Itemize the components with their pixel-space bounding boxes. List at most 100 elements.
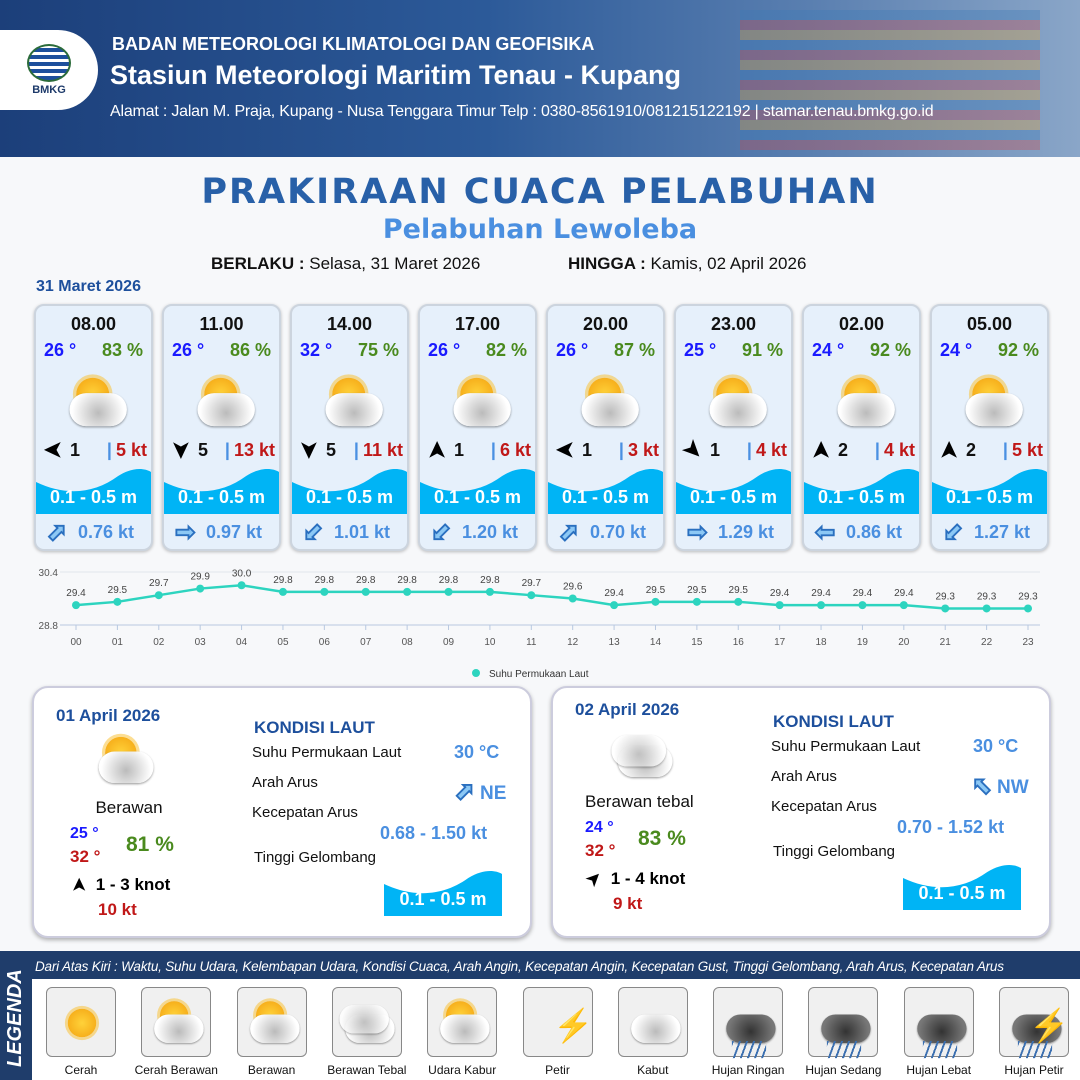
wave-height: 0.1 - 0.5 m [804,464,919,514]
data-label: 29.4 [811,588,831,599]
data-point [692,597,701,606]
data-label: 29.5 [646,585,666,596]
legend-label: Suhu Permukaan Laut [489,669,589,680]
hujan-sedang-weather-icon [814,999,875,1059]
sea-temp-line [75,583,1028,610]
air-temp: 26 ° [44,340,77,360]
legend: LEGENDA Dari Atas Kiri : Waktu, Suhu Uda… [0,951,1080,1080]
data-point [941,604,950,613]
current-speed-label: Kecepatan Arus [771,798,877,815]
sst-label: Suhu Permukaan Laut [252,744,402,761]
humidity: 75 % [357,340,399,360]
wind-info: ➤ 1 | 3 kt [555,438,659,463]
condition-label: Berawan [95,798,163,817]
current-info: ➡ 0.97 kt [172,518,262,547]
data-label: 29.5 [687,585,707,596]
berawan-weather-icon [445,376,515,431]
current-direction-arrow-icon: ➡ [40,515,74,550]
gust-speed: 10 kt [98,900,137,919]
air-temp: 24 ° [940,340,973,360]
wave-label: Tinggi Gelombang [254,849,377,866]
x-tick-label: 00 [70,637,82,648]
humidity: 87 % [613,340,655,360]
data-point [361,587,370,596]
x-tick-label: 18 [815,637,827,648]
legend-label: Hujan Lebat [906,1063,972,1077]
legend-label: Berawan Tebal [327,1063,407,1077]
current-info: ➡ 0.70 kt [552,515,646,549]
wave-height: 0.1 - 0.5 m [164,464,279,514]
data-label: 29.6 [563,582,583,593]
legend-label: Petir [545,1063,570,1077]
card-time: 17.00 [454,314,501,334]
current-speed: 1.29 kt [718,522,775,542]
wave-height: 0.1 - 0.5 m [384,866,502,916]
min-temp: 25 ° [70,825,99,842]
gust-speed: 3 kt [627,439,659,460]
wind-speed: 5 [326,439,337,460]
wind-direction-arrow-icon: ➤ [69,877,89,892]
current-speed: 1.27 kt [974,522,1031,542]
humidity: 83 % [638,827,686,850]
berawan-weather-icon [829,376,899,431]
current-dir-label: Arah Arus [771,768,837,785]
wave-height: 0.1 - 0.5 m [36,464,151,514]
page-title: PRAKIRAAN CUACA PELABUHAN [201,172,879,212]
legend-icon-cerah-berawan [141,987,212,1057]
legend-icon-hujan-ringan [713,987,784,1059]
forecast-card-1700: 17.00 26 ° 82 % ➤ 1 | 6 kt 0.1 - 0.5 m ➡ 1.2… [418,304,537,551]
current-info: ➡ 1.29 kt [684,518,774,547]
forecast-card-0500: 05.00 24 ° 92 % ➤ 2 | 5 kt 0.1 - 0.5 m ➡ 1.2… [930,304,1049,551]
max-temp: 32 ° [70,847,101,866]
data-point [858,601,867,610]
gust-speed: 4 kt [883,439,915,460]
data-point [485,587,494,596]
gust-speed: 11 kt [362,439,403,460]
data-label: 29.4 [604,588,624,599]
x-tick-label: 19 [857,637,869,648]
legend-label: Cerah Berawan [134,1063,218,1077]
gust-speed: 6 kt [499,439,531,460]
station-name: Stasiun Meteorologi Maritim Tenau - Kupa… [110,60,682,90]
cerah-berawan-weather-icon [189,376,259,431]
data-label: 29.4 [66,588,86,599]
current-info: ➡ 1.20 kt [424,515,518,549]
current-dir-label: Arah Arus [252,774,318,791]
data-label: 30.0 [232,568,252,579]
legend-label: Hujan Petir [1004,1063,1064,1077]
data-label: 29.5 [729,585,749,596]
x-tick-label: 03 [195,637,207,648]
data-label: 29.3 [1018,591,1038,602]
current-speed: 0.76 kt [78,522,135,542]
wind-info: ➤ 5 | 13 kt [169,439,275,460]
current-speed: 0.86 kt [846,522,903,542]
forecast-panel-day3: 02 April 2026 Berawan tebal 24 ° 32 ° 83… [551,686,1051,938]
wind-speed: 1 [710,439,721,460]
forecast-card-2000: 20.00 26 ° 87 % ➤ 1 | 3 kt 0.1 - 0.5 m ➡ 0.7… [546,304,665,551]
air-temp: 24 ° [812,340,845,360]
berawan-weather-icon [573,376,643,431]
data-point [734,597,743,606]
current-info: ➡ 0.76 kt [40,515,135,549]
wind-info: ➤ 2 | 5 kt [936,439,1043,460]
data-point [278,587,287,596]
port-name: Pelabuhan Lewoleba [382,214,698,245]
wind-direction-arrow-icon: ➤ [169,440,194,460]
wave-label: Tinggi Gelombang [773,843,896,860]
gust-speed: 5 kt [115,439,147,460]
x-tick-label: 05 [277,637,289,648]
condition-label: Berawan tebal [585,792,694,811]
hujan-petir-weather-icon: ⚡ [1005,999,1070,1059]
data-point [72,601,80,610]
data-point [610,601,619,610]
gust-speed: 9 kt [613,894,643,913]
card-time: 05.00 [966,314,1013,334]
air-temp: 26 ° [428,340,461,360]
sea-temp-chart: 30.4 28.8 29.4 00 29.5 01 29.7 02 29.9 03 30.0 04 29… [39,568,1040,680]
wave-height: 0.1 - 0.5 m [292,464,407,514]
current-speed: 0.97 kt [206,522,263,542]
x-tick-label: 12 [567,637,579,648]
forecast-card-1100: 11.00 26 ° 86 % ➤ 5 | 13 kt 0.1 - 0.5 m ➡ 0.… [162,304,281,551]
berawan-weather-icon [701,376,771,431]
gust-speed: 5 kt [1011,439,1043,460]
